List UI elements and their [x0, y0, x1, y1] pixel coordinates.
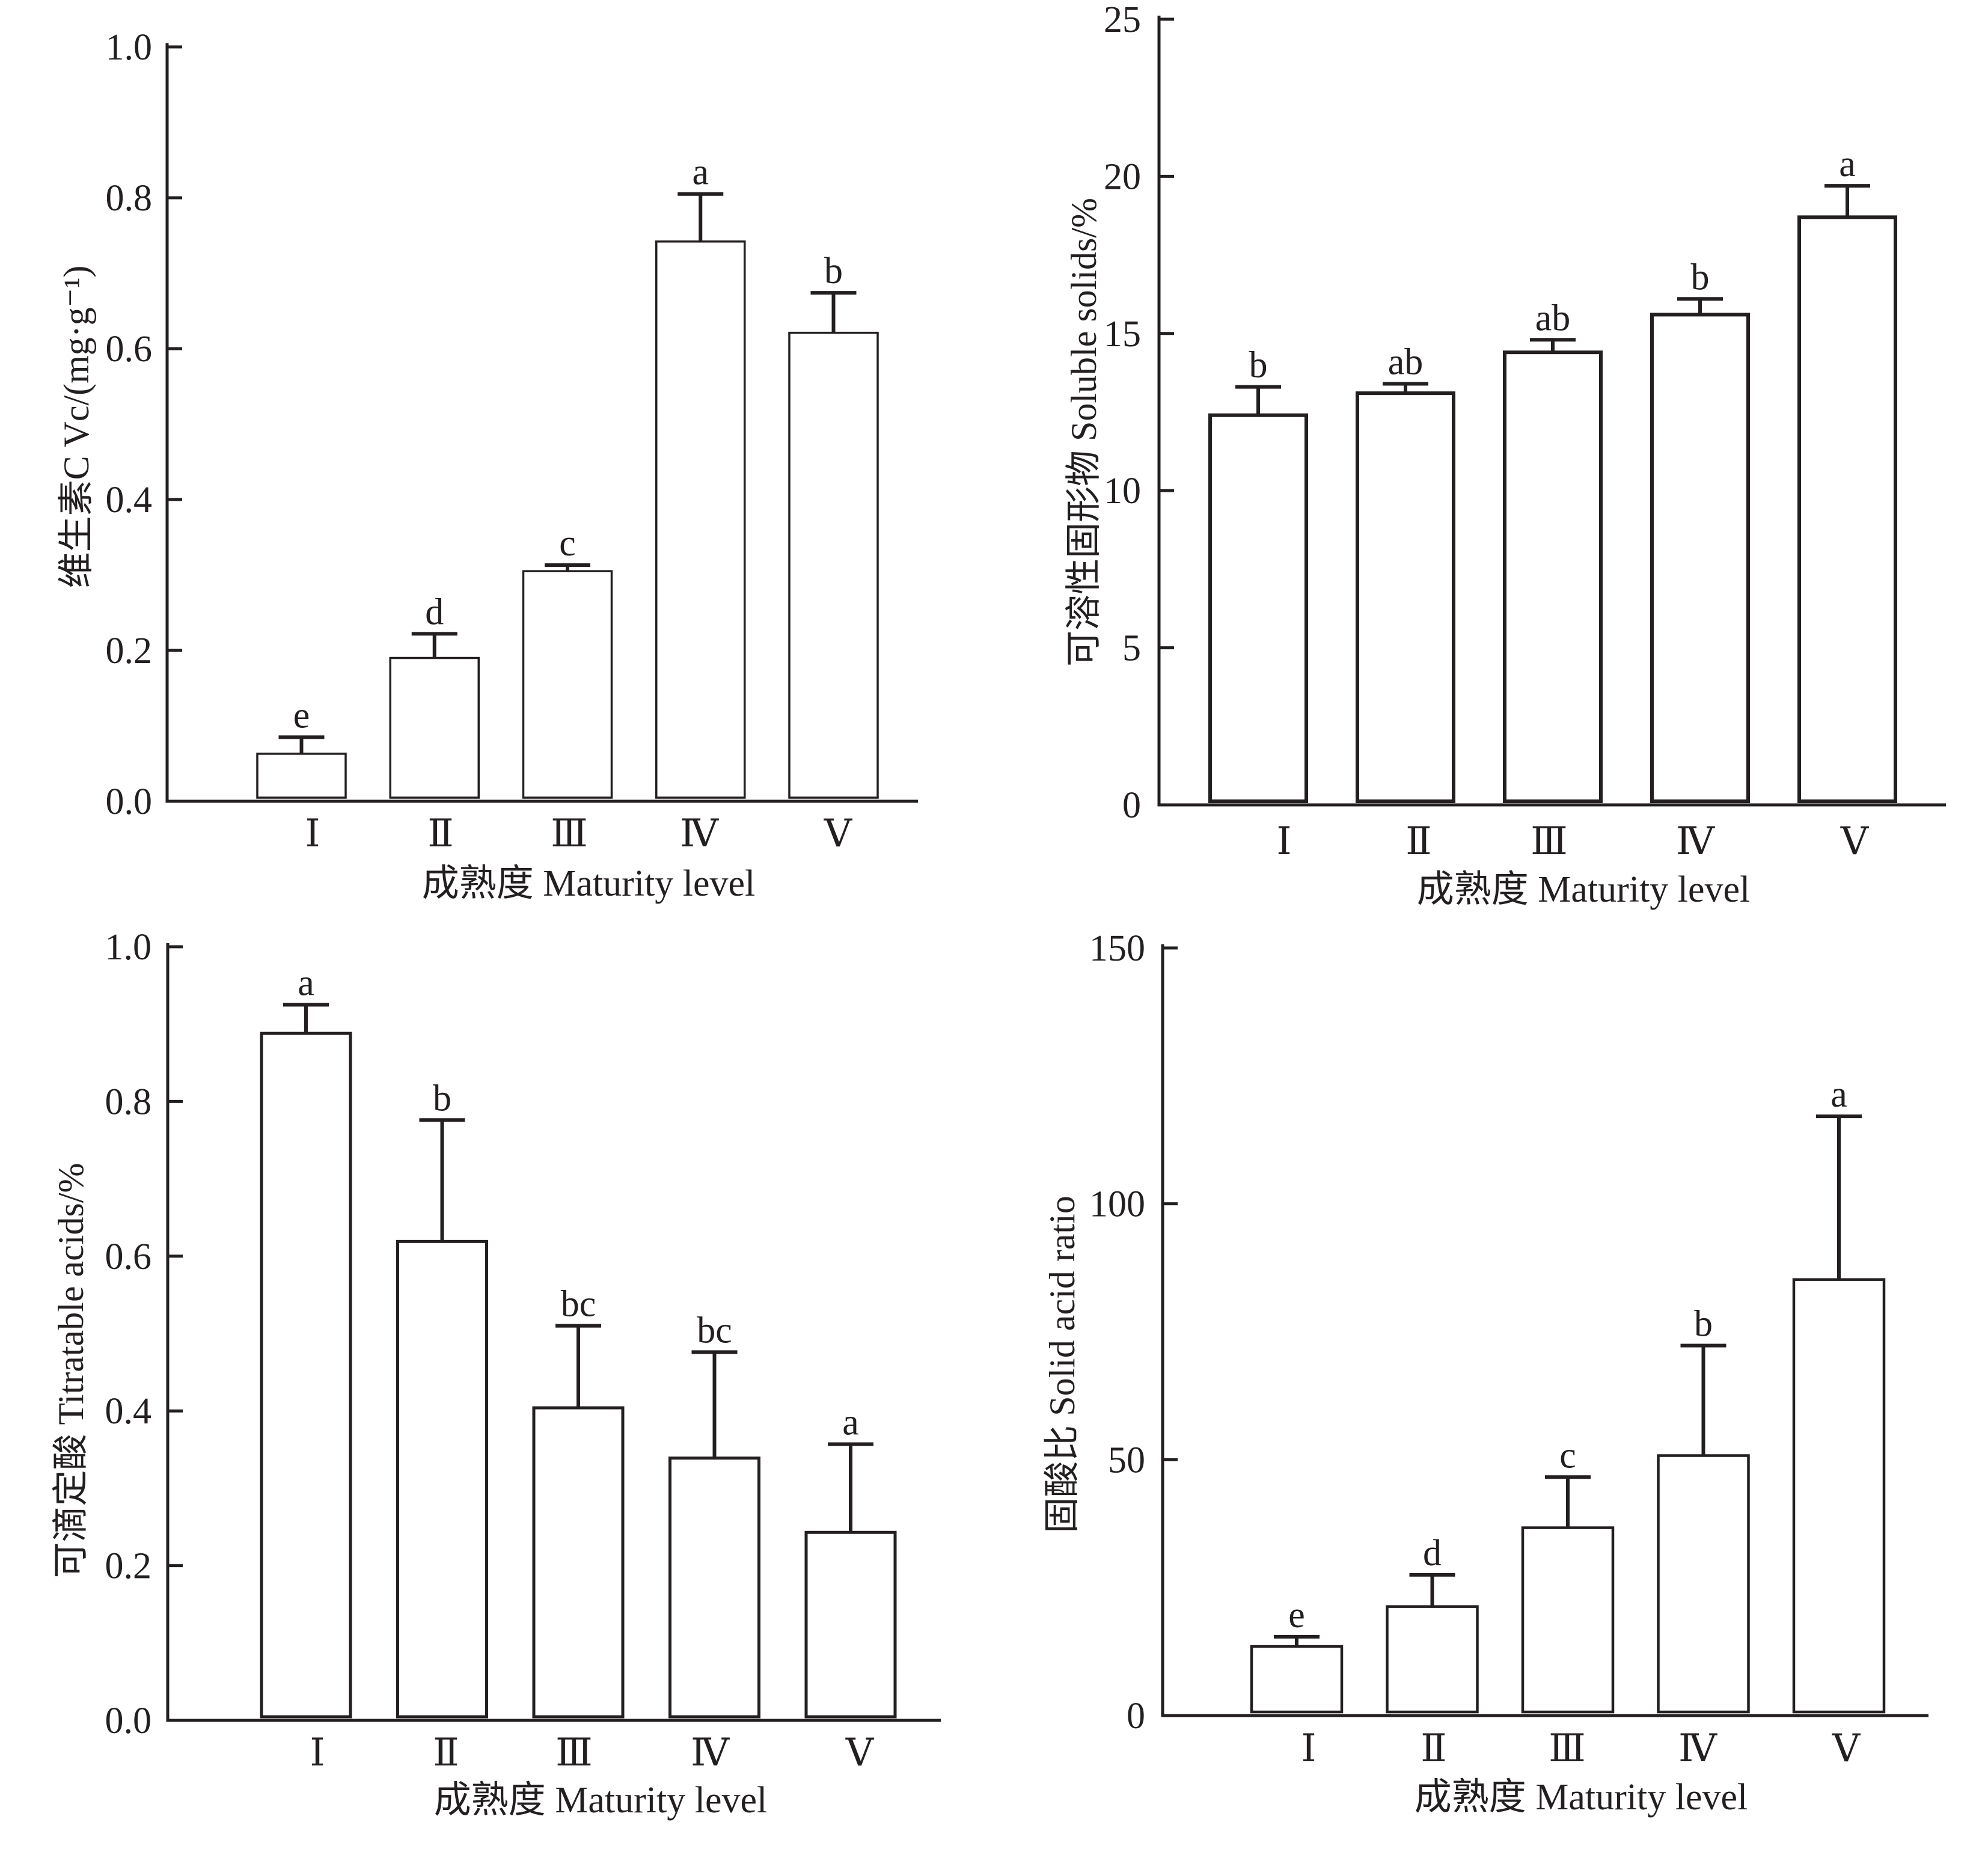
x-tick-label: Ⅱ	[427, 812, 454, 855]
significance-label: c	[1559, 1435, 1576, 1476]
significance-label: bc	[561, 1284, 596, 1325]
x-axis-label: 成熟度 Maturity level	[434, 1780, 767, 1821]
significance-label: a	[1830, 1074, 1847, 1115]
bar	[1657, 1454, 1750, 1714]
y-tick-label: 0.6	[106, 329, 153, 370]
significance-label: d	[425, 591, 444, 632]
y-axis-label: 固酸比 Solid acid ratio	[1042, 1196, 1082, 1533]
significance-label: a	[692, 152, 709, 193]
x-tick-label: Ⅱ	[1405, 820, 1432, 863]
x-tick-label: Ⅱ	[1421, 1727, 1447, 1770]
bar	[396, 1239, 488, 1719]
bar	[1208, 413, 1308, 803]
significance-label: c	[559, 523, 576, 564]
y-tick-label: 0.6	[105, 1236, 152, 1277]
x-tick-label: Ⅰ	[1301, 1727, 1316, 1770]
y-tick-label: 15	[1104, 314, 1141, 355]
x-axis-label: 成熟度 Maturity level	[1417, 869, 1750, 910]
significance-label: e	[293, 695, 310, 736]
y-tick-label: 0.4	[106, 480, 153, 521]
bar	[260, 1031, 352, 1719]
y-tick-label: 100	[1089, 1184, 1145, 1225]
x-tick-label: Ⅳ	[1678, 1727, 1717, 1770]
significance-label: b	[433, 1078, 451, 1119]
y-axis-label: 维生素C Vc/(mg·g⁻¹)	[57, 266, 96, 588]
significance-label: a	[298, 963, 314, 1004]
x-tick-label: Ⅰ	[1276, 820, 1291, 863]
bar	[532, 1406, 625, 1719]
bar	[1503, 350, 1603, 803]
x-tick-label: Ⅴ	[1832, 1727, 1861, 1770]
y-tick-label: 50	[1108, 1440, 1145, 1481]
significance-label: b	[1691, 257, 1710, 298]
x-tick-label: Ⅰ	[305, 812, 320, 855]
y-axis-label: 可滴定酸 Titratable acids/%	[51, 1163, 91, 1578]
y-tick-label: 0.0	[105, 1701, 152, 1741]
y-tick-label: 25	[1104, 0, 1141, 40]
significance-label: ab	[1535, 298, 1571, 338]
x-tick-label: Ⅴ	[845, 1731, 875, 1774]
bar	[1250, 1645, 1344, 1714]
y-tick-label: 0.8	[106, 178, 153, 219]
bar	[655, 240, 746, 799]
x-tick-label: Ⅲ	[1549, 1727, 1586, 1770]
bar	[1650, 313, 1750, 803]
y-tick-label: 1.0	[105, 927, 152, 968]
bar	[1521, 1526, 1615, 1714]
x-tick-label: Ⅲ	[551, 812, 588, 855]
bar	[389, 656, 480, 799]
x-tick-label: Ⅲ	[555, 1731, 593, 1774]
significance-label: e	[1288, 1595, 1305, 1636]
bar	[668, 1456, 760, 1719]
y-axis-label: 可溶性固形物 Soluble solids/%	[1064, 198, 1104, 667]
significance-label: a	[1839, 144, 1856, 185]
y-tick-label: 0.0	[106, 781, 153, 822]
bar	[1356, 391, 1455, 803]
y-tick-label: 20	[1104, 156, 1141, 197]
bar	[256, 753, 347, 799]
significance-label: b	[824, 251, 843, 292]
y-tick-label: 0	[1127, 1696, 1145, 1737]
y-tick-label: 10	[1104, 471, 1141, 512]
significance-label: ab	[1388, 341, 1424, 382]
bar	[804, 1530, 897, 1719]
y-tick-label: 0.8	[105, 1081, 152, 1122]
bar	[788, 331, 879, 799]
significance-label: b	[1694, 1303, 1713, 1344]
y-tick-label: 0.2	[106, 631, 153, 671]
bar	[1797, 215, 1897, 803]
bar	[1792, 1278, 1886, 1714]
x-tick-label: Ⅲ	[1531, 820, 1568, 863]
bar	[522, 570, 613, 799]
significance-label: bc	[697, 1310, 732, 1351]
x-tick-label: Ⅰ	[310, 1731, 325, 1774]
x-axis-label: 成熟度 Maturity level	[422, 863, 755, 904]
x-tick-label: Ⅴ	[1840, 820, 1870, 863]
x-tick-label: Ⅳ	[680, 812, 719, 855]
y-tick-label: 0.4	[105, 1391, 152, 1432]
significance-label: a	[842, 1402, 859, 1443]
significance-label: b	[1249, 345, 1268, 386]
y-tick-label: 150	[1089, 928, 1145, 969]
x-tick-label: Ⅴ	[824, 812, 853, 855]
x-tick-label: Ⅳ	[691, 1731, 730, 1774]
y-tick-label: 0.2	[105, 1546, 152, 1587]
y-tick-label: 1.0	[106, 27, 153, 68]
y-tick-label: 0	[1122, 785, 1141, 826]
x-axis-label: 成熟度 Maturity level	[1415, 1777, 1748, 1818]
x-tick-label: Ⅱ	[433, 1731, 459, 1774]
x-tick-label: Ⅳ	[1676, 820, 1715, 863]
bar	[1386, 1605, 1479, 1714]
significance-label: d	[1423, 1533, 1442, 1574]
y-tick-label: 5	[1122, 628, 1141, 669]
